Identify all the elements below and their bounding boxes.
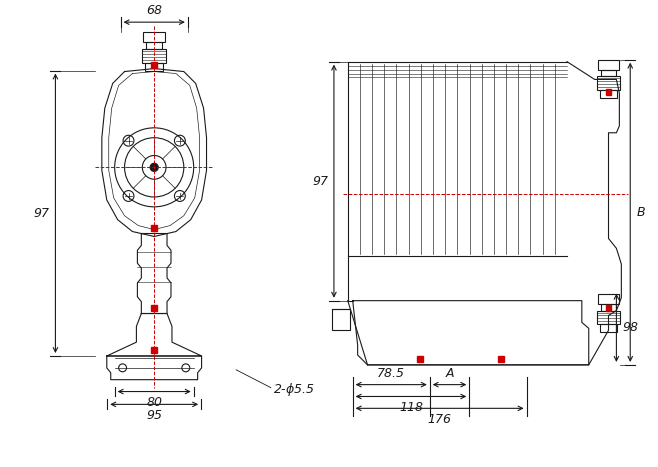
Text: 95: 95 <box>146 409 162 422</box>
Bar <box>601 304 617 311</box>
Text: 68: 68 <box>146 4 162 17</box>
Bar <box>151 304 157 311</box>
Text: B: B <box>636 206 645 219</box>
Text: A: A <box>445 367 454 380</box>
Bar <box>498 356 504 362</box>
Text: 176: 176 <box>428 413 451 426</box>
Bar <box>597 311 620 325</box>
Bar <box>143 32 165 42</box>
Bar <box>597 60 619 70</box>
Bar <box>599 325 617 333</box>
Text: 78.5: 78.5 <box>377 367 405 380</box>
Text: 2-$\phi$5.5: 2-$\phi$5.5 <box>272 381 315 398</box>
Circle shape <box>150 163 158 171</box>
Bar <box>142 49 166 63</box>
Bar <box>599 90 617 98</box>
Bar <box>151 62 157 68</box>
Bar <box>146 42 162 49</box>
Bar <box>605 89 611 95</box>
Bar <box>597 294 619 304</box>
Bar <box>151 225 157 231</box>
Bar <box>417 356 423 362</box>
Bar <box>597 77 620 90</box>
Text: 118: 118 <box>399 402 423 414</box>
Bar <box>601 70 617 77</box>
Text: 97: 97 <box>34 207 49 220</box>
Bar <box>145 63 163 71</box>
Text: 80: 80 <box>146 396 162 410</box>
Text: 97: 97 <box>312 175 328 188</box>
Bar <box>332 309 350 330</box>
Bar <box>151 347 157 353</box>
Bar <box>605 304 611 311</box>
Text: 98: 98 <box>622 321 638 334</box>
